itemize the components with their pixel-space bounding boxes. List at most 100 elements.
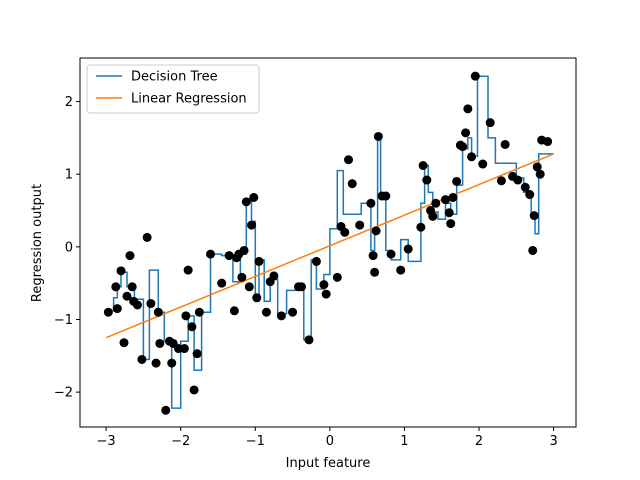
- data-point: [288, 307, 298, 317]
- data-point: [467, 152, 477, 162]
- data-point: [247, 220, 257, 230]
- data-point: [371, 226, 381, 236]
- data-point: [525, 190, 535, 200]
- data-point: [153, 307, 163, 317]
- data-point: [478, 159, 488, 169]
- data-point: [418, 161, 428, 171]
- data-point: [381, 191, 391, 201]
- legend-label-linear-regression: Linear Regression: [131, 92, 247, 107]
- data-point: [396, 265, 406, 275]
- data-point: [116, 266, 126, 276]
- data-point: [217, 278, 227, 288]
- data-point: [496, 176, 506, 186]
- data-point: [183, 265, 193, 275]
- data-point: [370, 267, 380, 277]
- data-point: [422, 175, 432, 185]
- data-point: [347, 179, 357, 189]
- x-tick-label: 1: [400, 434, 408, 449]
- data-point: [532, 162, 542, 172]
- data-point: [167, 358, 177, 368]
- data-point: [187, 322, 197, 332]
- data-point: [142, 232, 152, 242]
- data-point: [132, 300, 142, 310]
- data-point: [237, 272, 247, 282]
- data-point: [179, 344, 189, 354]
- data-point: [151, 358, 161, 368]
- x-tick-label: −3: [97, 434, 116, 449]
- data-point: [500, 139, 510, 149]
- data-point: [485, 118, 495, 128]
- data-point: [229, 306, 239, 316]
- data-point: [122, 291, 132, 301]
- x-tick-label: −1: [246, 434, 265, 449]
- y-tick-label: 0: [65, 240, 73, 255]
- data-point: [448, 192, 458, 202]
- y-tick-label: −1: [54, 313, 73, 328]
- y-axis-label: Regression output: [30, 184, 45, 302]
- data-point: [254, 256, 264, 266]
- x-axis-label: Input feature: [286, 456, 371, 471]
- data-point: [112, 304, 122, 314]
- data-point: [239, 245, 249, 255]
- data-point: [428, 211, 438, 221]
- data-point: [529, 211, 539, 221]
- data-point: [192, 349, 202, 359]
- data-point: [249, 192, 259, 202]
- linear-regression-line: [105, 153, 554, 339]
- data-point: [137, 354, 147, 364]
- data-point: [535, 169, 545, 179]
- data-point: [297, 282, 307, 292]
- data-point: [444, 208, 454, 218]
- x-tick-label: −2: [171, 434, 190, 449]
- data-point: [206, 249, 216, 259]
- x-tick-label: 2: [475, 434, 483, 449]
- plot-frame: [79, 57, 577, 428]
- data-point: [241, 197, 251, 207]
- data-point: [276, 311, 286, 321]
- data-point: [440, 195, 450, 205]
- data-point: [543, 137, 553, 147]
- data-point: [119, 338, 129, 348]
- data-point: [252, 293, 262, 303]
- y-tick-label: 2: [65, 95, 73, 110]
- plot-area: [103, 71, 554, 415]
- x-tick-label: 3: [549, 434, 557, 449]
- data-point: [461, 128, 471, 138]
- data-point: [319, 280, 329, 290]
- data-point: [111, 282, 121, 292]
- data-point: [355, 220, 365, 230]
- data-point: [366, 198, 376, 208]
- data-point: [528, 245, 538, 255]
- x-tick-label: 0: [326, 434, 334, 449]
- data-point: [452, 176, 462, 186]
- data-point: [244, 282, 254, 292]
- data-point: [127, 282, 137, 292]
- y-tick-label: 1: [65, 168, 73, 183]
- data-point: [311, 256, 321, 266]
- data-point: [269, 271, 279, 281]
- data-point: [344, 155, 354, 165]
- data-point: [103, 307, 113, 317]
- data-point: [520, 182, 530, 192]
- data-point: [431, 198, 441, 208]
- data-point: [261, 307, 271, 317]
- data-point: [446, 219, 456, 229]
- data-point: [416, 222, 426, 232]
- data-point: [368, 251, 378, 261]
- data-point: [161, 405, 171, 415]
- legend-label-decision-tree: Decision Tree: [131, 70, 218, 85]
- data-point: [458, 142, 468, 152]
- legend-box: [86, 64, 260, 114]
- data-point: [155, 338, 165, 348]
- data-point: [304, 335, 314, 345]
- data-point: [224, 251, 234, 261]
- decision-tree-line: [106, 75, 554, 409]
- data-point: [470, 71, 480, 81]
- data-point: [125, 251, 135, 261]
- data-point: [463, 104, 473, 114]
- data-point: [340, 227, 350, 237]
- legend: Decision Tree Linear Regression: [86, 64, 260, 114]
- data-point: [386, 249, 396, 259]
- data-point: [189, 385, 199, 395]
